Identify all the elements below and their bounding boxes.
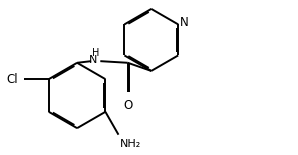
- Text: Cl: Cl: [6, 73, 18, 86]
- Text: NH₂: NH₂: [120, 139, 141, 149]
- Text: N: N: [180, 16, 188, 29]
- Text: O: O: [124, 99, 133, 112]
- Text: H: H: [92, 48, 100, 58]
- Text: N: N: [89, 55, 98, 64]
